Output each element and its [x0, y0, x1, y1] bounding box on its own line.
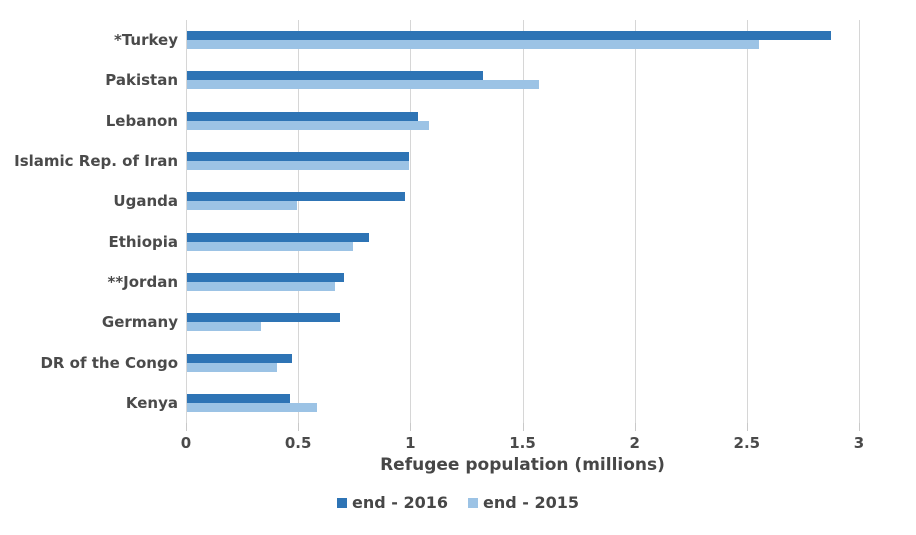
- x-gridline-3: [859, 20, 860, 423]
- category-label-pakistan: Pakistan: [105, 71, 178, 90]
- x-tick-label-0: 0: [180, 434, 192, 452]
- x-axis-tick-3: [859, 423, 860, 431]
- legend-swatch-end-2016: [336, 497, 347, 508]
- bar-end-2015-germany: [187, 322, 262, 332]
- x-tick-label-1: 1: [405, 434, 416, 452]
- x-axis-tick-0: [186, 423, 187, 431]
- x-gridline-1.5: [522, 20, 524, 423]
- category-label-dr-of-the-congo: DR of the Congo: [40, 353, 178, 372]
- x-gridline-0.5: [298, 20, 300, 423]
- category-label-kenya: Kenya: [125, 393, 178, 412]
- x-tick-label-2.5: 2.5: [733, 434, 761, 452]
- bar-end-2016-jordan: [187, 272, 345, 282]
- bar-end-2015-lebanon: [187, 120, 430, 130]
- bar-end-2016-turkey: [187, 31, 831, 41]
- bar-end-2015-uganda: [187, 201, 297, 211]
- bar-end-2015-jordan: [187, 281, 336, 291]
- legend-item-end-2015: end - 2015: [468, 493, 579, 512]
- bar-end-2015-turkey: [187, 40, 760, 50]
- bar-end-2016-uganda: [187, 192, 405, 202]
- x-axis-tick-1.5: [522, 423, 524, 431]
- category-label-uganda: Uganda: [113, 192, 178, 211]
- legend-label-end-2016: end - 2016: [351, 493, 448, 512]
- bar-end-2015-ethiopia: [187, 241, 353, 251]
- bar-end-2015-islamic-rep-of-iran: [187, 161, 410, 171]
- legend-swatch-end-2015: [468, 497, 478, 508]
- bar-end-2015-kenya: [187, 402, 318, 412]
- legend-label-end-2015: end - 2015: [483, 493, 580, 512]
- bar-end-2016-ethiopia: [187, 232, 369, 242]
- x-tick-label-3: 3: [853, 434, 865, 452]
- category-label-lebanon: Lebanon: [105, 111, 178, 130]
- bar-end-2016-pakistan: [187, 71, 484, 81]
- x-tick-label-1.5: 1.5: [509, 434, 536, 452]
- x-gridline-1: [410, 20, 412, 423]
- bar-end-2016-kenya: [187, 393, 291, 403]
- category-label-turkey: *Turkey: [113, 31, 178, 50]
- x-axis-tick-1: [410, 423, 412, 431]
- bar-end-2016-lebanon: [187, 111, 419, 121]
- plot-area: 0 0.5 1 1.5 2 2.5 3: [181, 20, 864, 452]
- x-axis-title: Refugee population (millions): [380, 455, 665, 475]
- x-tick-label-0.5: 0.5: [284, 434, 312, 452]
- x-axis-tick-2: [634, 423, 636, 431]
- bar-end-2016-dr-of-the-congo: [187, 353, 293, 363]
- x-gridline-2.5: [746, 20, 748, 423]
- x-axis-tick-0.5: [298, 423, 300, 431]
- bar-end-2015-pakistan: [187, 80, 540, 90]
- bar-end-2016-germany: [187, 313, 340, 323]
- x-gridline-2: [634, 20, 636, 423]
- legend: end - 2016 end - 2015: [0, 493, 916, 512]
- y-axis-line: [186, 20, 187, 423]
- category-label-islamic-rep-of-iran: Islamic Rep. of Iran: [14, 152, 178, 171]
- category-label-jordan: **Jordan: [107, 272, 178, 291]
- x-tick-label-2: 2: [629, 434, 640, 452]
- category-label-germany: Germany: [101, 313, 178, 332]
- bar-end-2015-dr-of-the-congo: [187, 362, 277, 372]
- bar-end-2016-islamic-rep-of-iran: [187, 152, 410, 162]
- legend-item-end-2016: end - 2016: [336, 493, 448, 512]
- x-axis-tick-2.5: [746, 423, 748, 431]
- category-label-ethiopia: Ethiopia: [108, 232, 178, 251]
